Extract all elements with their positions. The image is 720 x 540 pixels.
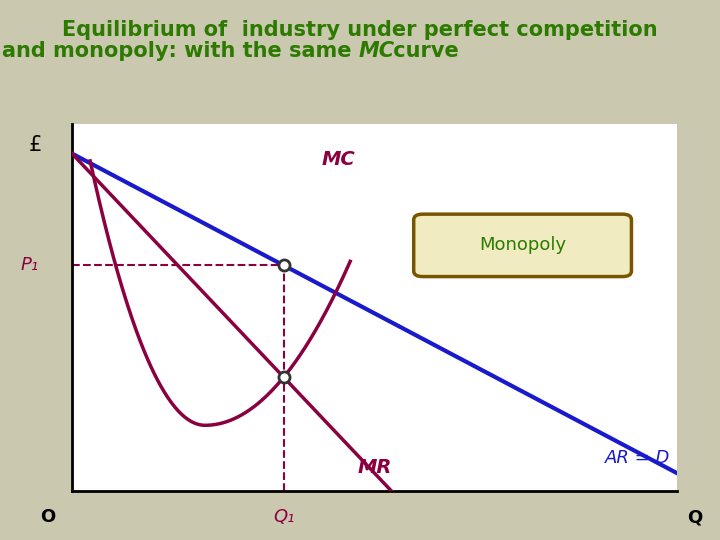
Text: AR = D: AR = D [606,449,671,467]
Text: £: £ [28,135,42,155]
Text: Equilibrium of  industry under perfect competition: Equilibrium of industry under perfect co… [62,19,658,40]
Text: MC: MC [359,41,395,62]
Text: P₁: P₁ [21,256,39,274]
Text: O: O [40,508,55,526]
Text: MC: MC [321,150,355,169]
Text: Q₁: Q₁ [273,508,294,526]
FancyBboxPatch shape [414,214,631,276]
Text: Monopoly: Monopoly [479,237,566,254]
Text: Q: Q [688,508,703,526]
Text: curve: curve [386,41,459,62]
Text: MR: MR [357,458,392,477]
Text: and monopoly: with the same: and monopoly: with the same [2,41,359,62]
